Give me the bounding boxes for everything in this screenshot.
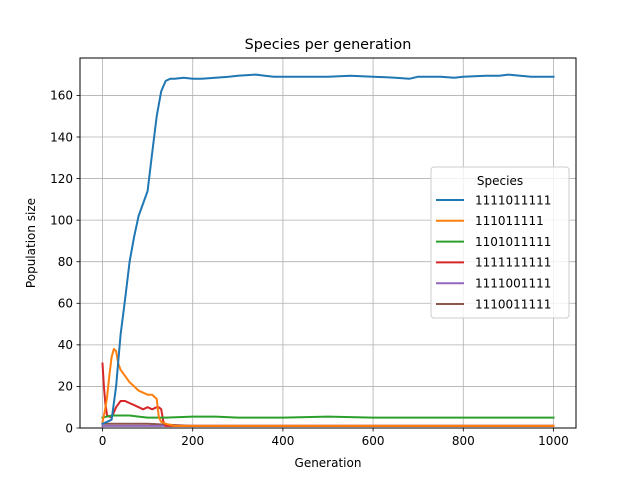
series-lines	[101, 73, 555, 427]
chart-title: Species per generation	[245, 37, 412, 53]
x-tick-label: 200	[181, 434, 204, 448]
x-tick-label: 800	[452, 434, 475, 448]
y-axis-label: Population size	[24, 198, 38, 288]
y-tick-label: 120	[50, 172, 73, 186]
x-tick-label: 0	[99, 434, 107, 448]
legend-label: 1111111111	[475, 256, 551, 270]
y-tick-label: 20	[58, 380, 73, 394]
x-tick-label: 600	[362, 434, 385, 448]
y-tick-label: 60	[58, 297, 73, 311]
legend-label: 1111001111	[475, 277, 551, 291]
x-tick-label: 400	[271, 434, 294, 448]
x-axis-label: Generation	[295, 456, 362, 470]
y-tick-label: 140	[50, 130, 73, 144]
plot-frame	[79, 57, 577, 429]
legend-label: 111011111	[475, 214, 544, 228]
y-tick-label: 100	[50, 213, 73, 227]
series-line	[101, 73, 555, 426]
y-tick-label: 0	[65, 421, 73, 435]
legend-label: 1101011111	[475, 235, 551, 249]
x-tick-label: 1000	[538, 434, 569, 448]
legend: Species 11110111111110111111101011111111…	[430, 166, 570, 319]
series-line	[101, 414, 555, 419]
legend-label: 1110011111	[475, 297, 551, 311]
axes: 0 200 400 600 800 1000 0 20 40 60 80 100 120 140 160	[50, 89, 569, 448]
y-tick-label: 80	[58, 255, 73, 269]
legend-label: 1111011111	[475, 193, 551, 207]
legend-entries: 1111011111 111011111 1101011111 1111111111 1…	[436, 193, 551, 311]
y-tick-label: 40	[58, 338, 73, 352]
legend-box	[430, 166, 570, 319]
series-line	[101, 348, 555, 427]
y-tick-label: 160	[50, 89, 73, 103]
legend-title: Species	[477, 174, 523, 188]
